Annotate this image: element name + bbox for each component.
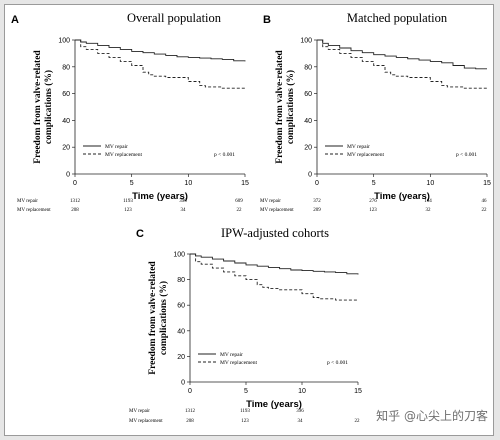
panel-a-risk-value: 1312 xyxy=(70,199,81,204)
panel-a-x-axis-label: Time (years) xyxy=(132,191,188,202)
figure-frame: A Overall population 0 20 40 60 80 100 0 5 10 15 Tim… xyxy=(4,4,494,436)
panel-b-risk-value: 22 xyxy=(482,208,488,213)
panel-a-x-tick-label: 10 xyxy=(184,180,192,187)
panel-a-y-tick-label: 40 xyxy=(62,118,70,125)
panel-b-risk-row-label: MV repair xyxy=(260,199,281,204)
panel-a-x-tick-label: 5 xyxy=(130,180,134,187)
panel-a-p-value: p < 0.001 xyxy=(214,152,235,158)
panel-c-y-tick-label: 100 xyxy=(173,252,185,259)
panel-a-risk-row-label: MV repair xyxy=(17,199,38,204)
panel-a-risk-row-label: MV replacement xyxy=(17,208,51,213)
panel-c-x-tick-label: 10 xyxy=(298,388,306,395)
panel-b-risk-row-label: MV replacement xyxy=(260,208,294,213)
panel-c-series-repair-line xyxy=(190,253,359,275)
panel-c-title: IPW-adjusted cohorts xyxy=(221,226,329,240)
panel-c-risk-value: 34 xyxy=(298,419,304,424)
panel-a-label: A xyxy=(11,14,19,26)
panel-b-risk-value: 164 xyxy=(424,199,432,204)
panel-b-legend-entry: MV repair xyxy=(347,144,370,150)
panel-a-risk-value: 208 xyxy=(71,208,79,213)
panel-c-p-value: p < 0.001 xyxy=(327,360,348,366)
panel-b-y-tick-label: 20 xyxy=(304,145,312,152)
panel-b-x-axis-label: Time (years) xyxy=(374,191,430,202)
panel-b-risk-value: 209 xyxy=(313,208,321,213)
panel-c-y-tick-label: 60 xyxy=(177,303,185,310)
panel-a-risk-value: 1193 xyxy=(123,199,133,204)
panel-c-risk-value: 208 xyxy=(186,419,194,424)
panel-b-risk-value: 32 xyxy=(426,208,432,213)
panel-a-y-tick-label: 100 xyxy=(58,38,70,45)
panel-b-title: Matched population xyxy=(347,11,448,25)
panel-b-risk-value: 46 xyxy=(482,199,488,204)
panel-a-risk-value: 123 xyxy=(124,208,132,213)
panel-a-title: Overall population xyxy=(127,11,222,25)
panel-c-y-tick-label: 80 xyxy=(177,277,185,284)
panel-a-x-tick-label: 0 xyxy=(73,180,77,187)
panel-b-risk-value: 372 xyxy=(313,199,321,204)
panel-b-p-value: p < 0.001 xyxy=(456,152,477,158)
panel-a-legend-entry: MV repair xyxy=(105,144,128,150)
panel-c-risk-value: 1312 xyxy=(185,409,196,414)
panel-b-risk-value: 123 xyxy=(369,208,377,213)
panel-c-legend-entry: MV repair xyxy=(220,352,243,358)
panel-b-legend-entry: MV replacement xyxy=(347,152,384,158)
panel-c-y-tick-label: 20 xyxy=(177,354,185,361)
panel-c-label: C xyxy=(136,228,144,240)
panel-b-y-tick-label: 100 xyxy=(300,38,312,45)
panel-a-y-axis-label-2: complications (%) xyxy=(43,70,54,144)
panel-c-risk-value: 123 xyxy=(241,419,249,424)
panel-c-legend-entry: MV replacement xyxy=(220,360,257,366)
panel-b-series-replacement-line xyxy=(317,39,487,89)
panel-b-x-tick-label: 5 xyxy=(372,180,376,187)
panel-b-series-repair-line xyxy=(317,39,487,70)
panel-a-risk-value: 396 xyxy=(179,199,187,204)
panel-a-y-tick-label: 60 xyxy=(62,91,70,98)
panel-a-risk-value: 609 xyxy=(235,199,243,204)
watermark: 知乎 @心尖上的刀客 xyxy=(376,409,488,423)
panel-a-y-axis-label-1: Freedom from valve-related xyxy=(33,50,43,164)
panel-a-legend-entry: MV replacement xyxy=(105,152,142,158)
panel-b-y-tick-label: 80 xyxy=(304,64,312,71)
panel-b-y-tick-label: 40 xyxy=(304,118,312,125)
panel-a-y-tick-label: 20 xyxy=(62,145,70,152)
panel-a-x-tick-label: 15 xyxy=(241,180,249,187)
panel-c-x-axis-label: Time (years) xyxy=(246,399,302,410)
panel-c-risk-value: 396 xyxy=(296,409,304,414)
panel-c-x-tick-label: 15 xyxy=(354,388,362,395)
panel-b-label: B xyxy=(263,14,271,26)
panel-c-risk-value: 22 xyxy=(355,419,361,424)
panel-b-x-tick-label: 10 xyxy=(426,180,434,187)
panel-b-y-axis-label-1: Freedom from valve-related xyxy=(275,50,285,164)
panel-a-series-replacement-line xyxy=(75,39,245,89)
panel-c-risk-row-label: MV replacement xyxy=(129,419,163,424)
panel-c-y-tick-label: 40 xyxy=(177,328,185,335)
panel-c-x-tick-label: 0 xyxy=(188,388,192,395)
panel-c-series-replacement-line xyxy=(190,253,358,301)
panel-c-y-tick-label: 0 xyxy=(181,380,185,387)
panel-b-risk-value: 276 xyxy=(369,199,377,204)
panel-a-y-tick-label: 0 xyxy=(66,172,70,179)
panel-a-y-tick-label: 80 xyxy=(62,64,70,71)
panel-c-risk-value: 1193 xyxy=(240,409,250,414)
panel-b-y-axis-label-2: complications (%) xyxy=(285,70,296,144)
panel-c-risk-row-label: MV repair xyxy=(129,409,150,414)
panel-c-x-tick-label: 5 xyxy=(244,388,248,395)
panel-a-risk-value: 22 xyxy=(237,208,243,213)
panel-b-x-tick-label: 0 xyxy=(315,180,319,187)
panel-b-y-tick-label: 0 xyxy=(308,172,312,179)
panel-c-y-axis-label-1: Freedom from valve-related xyxy=(148,261,158,375)
panel-a-risk-value: 34 xyxy=(181,208,187,213)
panel-c-y-axis-label-2: complications (%) xyxy=(158,281,169,355)
panel-b-y-tick-label: 60 xyxy=(304,91,312,98)
panel-a-series-repair-line xyxy=(75,39,246,62)
panel-b-x-tick-label: 15 xyxy=(483,180,491,187)
